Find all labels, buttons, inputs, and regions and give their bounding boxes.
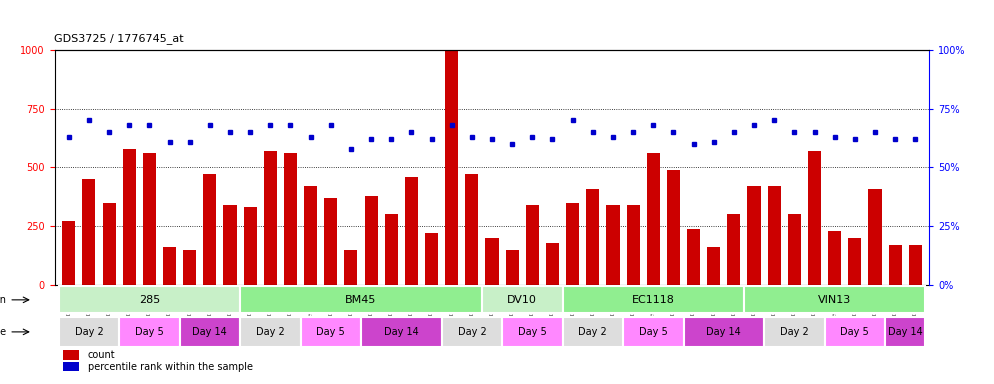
Bar [361,316,441,347]
Bar [284,153,297,285]
Bar [606,205,619,285]
Bar [526,205,539,285]
Bar [143,153,156,285]
Text: Day 5: Day 5 [518,327,547,337]
Bar [64,362,80,371]
Bar [244,207,256,285]
Bar [825,316,885,347]
Text: Day 2: Day 2 [75,327,103,337]
Bar [204,174,217,285]
Text: EC1118: EC1118 [632,295,675,305]
Text: strain: strain [0,295,7,305]
Text: GDS3725 / 1776745_at: GDS3725 / 1776745_at [54,33,184,44]
Text: Day 2: Day 2 [255,327,284,337]
Bar [909,245,921,285]
Text: Day 14: Day 14 [193,327,228,337]
Bar [224,205,237,285]
Bar [626,205,640,285]
Bar [183,250,196,285]
Text: percentile rank within the sample: percentile rank within the sample [87,362,252,372]
Text: time: time [0,327,7,337]
Bar [667,170,680,285]
Bar [563,286,744,313]
Bar [828,231,841,285]
Bar [707,247,721,285]
Bar [441,316,502,347]
Bar [482,286,563,313]
Bar [889,245,902,285]
Bar [546,243,559,285]
Bar [808,151,821,285]
Text: 285: 285 [139,295,160,305]
Bar [506,250,519,285]
Bar [623,316,684,347]
Text: Day 5: Day 5 [316,327,345,337]
Bar [365,195,378,285]
Text: VIN13: VIN13 [818,295,851,305]
Bar [728,214,741,285]
Bar [122,149,136,285]
Text: Day 2: Day 2 [457,327,486,337]
Bar [445,50,458,285]
Bar [405,177,417,285]
Bar [885,316,925,347]
Text: Day 2: Day 2 [780,327,809,337]
Bar [425,233,438,285]
Text: count: count [87,350,115,360]
Bar [63,222,76,285]
Bar [59,316,119,347]
Bar [385,214,398,285]
Bar [304,186,317,285]
Bar [241,316,300,347]
Bar [59,286,241,313]
Bar [263,151,277,285]
Text: DV10: DV10 [507,295,537,305]
Bar [119,316,180,347]
Bar [848,238,862,285]
Bar [64,350,80,359]
Bar [324,198,337,285]
Bar [502,316,563,347]
Bar [647,153,660,285]
Bar [465,174,478,285]
Text: Day 2: Day 2 [579,327,607,337]
Bar [163,247,176,285]
Text: Day 5: Day 5 [135,327,164,337]
Bar [485,238,499,285]
Bar [241,286,482,313]
Bar [747,186,760,285]
Bar [767,186,780,285]
Bar [83,179,95,285]
Text: BM45: BM45 [345,295,377,305]
Text: Day 5: Day 5 [841,327,869,337]
Bar [788,214,801,285]
Bar [687,228,700,285]
Bar [764,316,825,347]
Bar [586,189,599,285]
Bar [744,286,925,313]
Bar [684,316,764,347]
Bar [344,250,358,285]
Bar [869,189,882,285]
Text: Day 5: Day 5 [639,327,668,337]
Bar [300,316,361,347]
Bar [563,316,623,347]
Bar [102,203,115,285]
Bar [567,203,580,285]
Text: Day 14: Day 14 [384,327,418,337]
Bar [180,316,241,347]
Text: Day 14: Day 14 [707,327,742,337]
Text: Day 14: Day 14 [888,327,922,337]
